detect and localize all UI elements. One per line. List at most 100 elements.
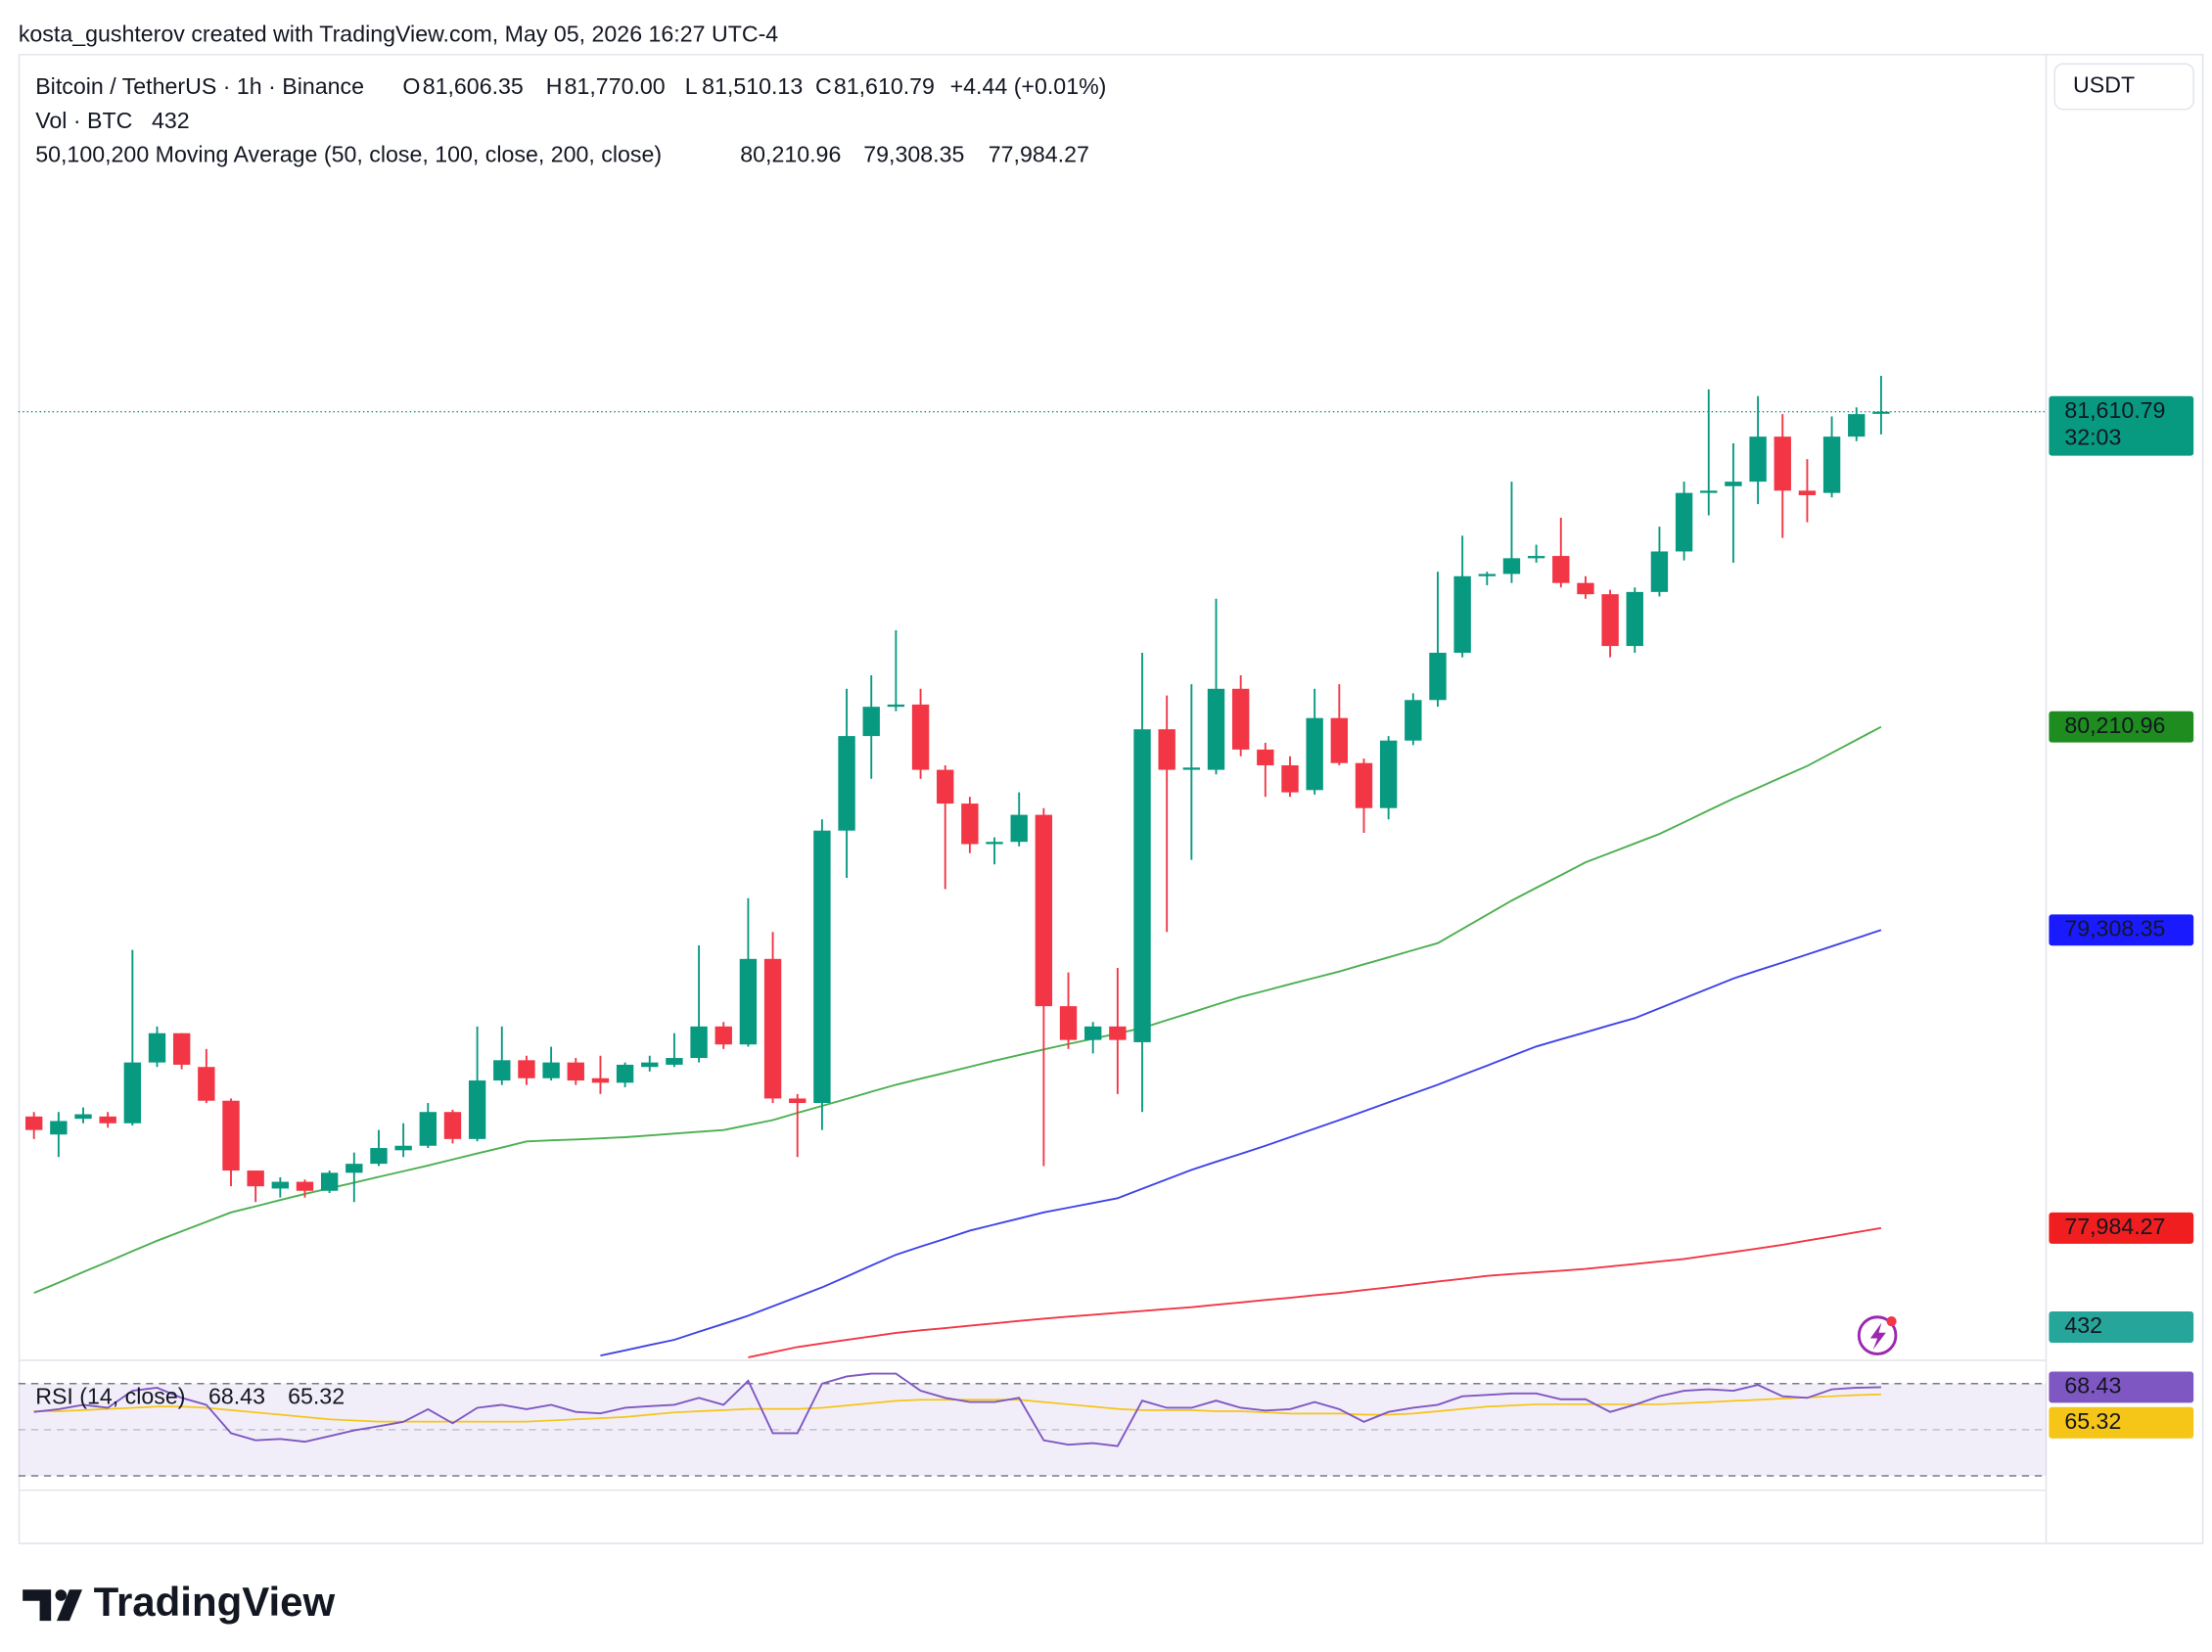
brand: TradingView bbox=[94, 1579, 336, 1625]
candle-body bbox=[887, 704, 905, 708]
candle-body bbox=[1552, 556, 1570, 583]
candle-body bbox=[1306, 717, 1323, 791]
candle-body bbox=[296, 1181, 314, 1191]
candle-body bbox=[1453, 575, 1471, 653]
badge-label: 80,210.96 bbox=[2064, 712, 2165, 738]
badge-label: 432 bbox=[2064, 1312, 2102, 1338]
high-value: 81,770.00 bbox=[565, 73, 666, 99]
candle-body bbox=[789, 1098, 806, 1104]
candle-body bbox=[1109, 1026, 1127, 1040]
low-key: L bbox=[685, 73, 698, 99]
alert-dot bbox=[1886, 1316, 1897, 1327]
candle-body bbox=[247, 1170, 264, 1187]
candle-body bbox=[714, 1026, 732, 1045]
candle-body bbox=[862, 707, 880, 737]
candle-body bbox=[1822, 436, 1841, 493]
candle-body bbox=[518, 1060, 535, 1078]
candle-body bbox=[1355, 762, 1373, 808]
candle-body bbox=[222, 1100, 240, 1171]
candle-body bbox=[986, 842, 1003, 845]
candle-body bbox=[50, 1121, 68, 1135]
candle-body bbox=[74, 1114, 92, 1120]
candle-body bbox=[911, 704, 930, 770]
candle-body bbox=[838, 736, 855, 831]
candle-body bbox=[542, 1062, 560, 1078]
candle-body bbox=[813, 830, 831, 1104]
candle-body bbox=[591, 1078, 610, 1083]
frame bbox=[18, 54, 2204, 1544]
candle-body bbox=[468, 1080, 486, 1139]
price-badge bbox=[2049, 1212, 2194, 1244]
candle-body bbox=[690, 1026, 708, 1059]
ma-line bbox=[33, 725, 1882, 1295]
close-value: 81,610.79 bbox=[834, 73, 935, 99]
alert-bolt bbox=[1869, 1322, 1886, 1351]
candle-body bbox=[1478, 574, 1496, 576]
candle-body bbox=[1133, 729, 1151, 1042]
volume-value: 432 bbox=[152, 108, 190, 133]
open-key: O bbox=[402, 73, 420, 99]
badge-label: 79,308.35 bbox=[2064, 915, 2165, 941]
candle-body bbox=[641, 1062, 659, 1068]
high-key: H bbox=[546, 73, 563, 99]
close-key: C bbox=[815, 73, 832, 99]
candle-body bbox=[1084, 1026, 1102, 1040]
ma-line bbox=[600, 929, 1882, 1357]
price-badge bbox=[2049, 914, 2194, 946]
alert-icon[interactable] bbox=[1857, 1315, 1898, 1355]
candle-body bbox=[1035, 814, 1053, 1007]
candle-body bbox=[443, 1112, 462, 1139]
candle-body bbox=[1429, 652, 1447, 701]
candle-body bbox=[1330, 717, 1349, 763]
candle-body bbox=[1010, 814, 1028, 843]
badge-label: 77,984.27 bbox=[2064, 1214, 2165, 1239]
candle-body bbox=[99, 1116, 116, 1124]
currency: USDT bbox=[2073, 72, 2135, 98]
candle-body bbox=[394, 1145, 412, 1151]
rsi-ma-value: 65.32 bbox=[288, 1384, 345, 1409]
candle-body bbox=[937, 769, 954, 804]
badge-label: 65.32 bbox=[2064, 1408, 2121, 1434]
rsi-title: RSI (14, close) bbox=[35, 1384, 185, 1409]
candle-body bbox=[1601, 594, 1619, 647]
candle-body bbox=[123, 1062, 142, 1124]
ma-value: 77,984.27 bbox=[989, 142, 1089, 167]
price-badge bbox=[2049, 1371, 2194, 1403]
candle-body bbox=[1650, 551, 1669, 592]
candle-body bbox=[172, 1032, 191, 1065]
volume-title: Vol · BTC bbox=[35, 108, 132, 133]
price-badge bbox=[2049, 1311, 2194, 1343]
low-value: 81,510.13 bbox=[702, 73, 803, 99]
currency-box[interactable] bbox=[2053, 63, 2194, 111]
rsi-pane bbox=[18, 1372, 2047, 1477]
logo-mark bbox=[23, 1589, 83, 1622]
candle-body bbox=[346, 1164, 363, 1173]
candle-body bbox=[567, 1062, 584, 1081]
candle-body bbox=[1798, 490, 1817, 495]
price-badge bbox=[2049, 1406, 2194, 1439]
logo-dot bbox=[55, 1589, 68, 1601]
candle-body bbox=[1527, 556, 1545, 559]
rsi-line bbox=[33, 1372, 1881, 1447]
candle-body bbox=[1675, 492, 1693, 552]
candle-body bbox=[148, 1032, 166, 1063]
candle-body bbox=[419, 1112, 437, 1146]
candle-body bbox=[961, 803, 979, 845]
candle-body bbox=[1158, 729, 1175, 770]
candle-body bbox=[1626, 591, 1643, 647]
candle-body bbox=[1502, 558, 1521, 574]
candle-body bbox=[1257, 749, 1274, 765]
candle-body bbox=[1059, 1006, 1078, 1040]
candle-body bbox=[1848, 414, 1866, 437]
ma-value: 80,210.96 bbox=[740, 142, 841, 167]
candle-body bbox=[1231, 688, 1250, 750]
candle-body bbox=[370, 1148, 388, 1165]
candle-body bbox=[1872, 411, 1890, 414]
ma-title: 50,100,200 Moving Average (50, close, 10… bbox=[35, 142, 662, 167]
legend: Bitcoin / TetherUS · 1h · Binance O 81,6… bbox=[35, 73, 1106, 1409]
open-value: 81,606.35 bbox=[423, 73, 524, 99]
candle-body bbox=[763, 958, 782, 1099]
brand-logo: TradingView bbox=[23, 1579, 336, 1625]
candle-body bbox=[1182, 767, 1201, 770]
